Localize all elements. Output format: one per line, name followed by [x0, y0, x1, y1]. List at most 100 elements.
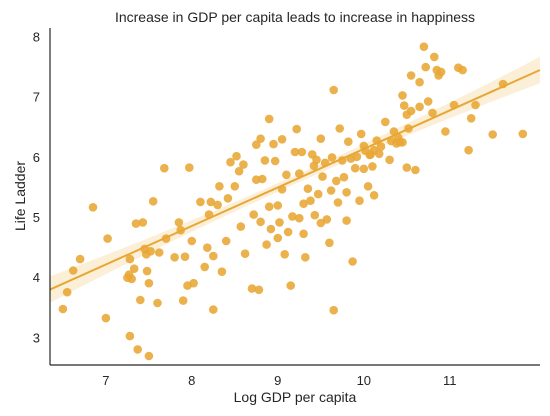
data-point	[518, 129, 528, 139]
data-point	[369, 191, 379, 200]
data-point	[247, 284, 257, 293]
data-point	[402, 163, 412, 172]
data-point	[339, 172, 349, 182]
data-point	[144, 278, 154, 288]
data-point	[170, 252, 179, 262]
x-axis-label: Log GDP per capita	[234, 389, 357, 405]
data-point	[299, 229, 308, 239]
data-point	[204, 210, 214, 219]
data-point	[306, 196, 315, 205]
x-tick-label: 9	[274, 373, 281, 388]
data-point	[464, 145, 473, 155]
regression-line	[49, 69, 541, 291]
data-point	[189, 278, 198, 288]
data-point	[415, 102, 424, 112]
data-point	[144, 351, 154, 361]
data-point	[376, 142, 386, 151]
data-point	[223, 194, 233, 203]
data-point	[352, 152, 362, 162]
x-tick-label: 11	[443, 373, 457, 388]
data-point	[256, 134, 265, 143]
data-point	[325, 238, 334, 248]
data-point	[249, 210, 258, 219]
data-point	[101, 313, 111, 323]
data-point	[258, 174, 267, 184]
data-point	[449, 100, 459, 110]
data-point	[136, 295, 145, 305]
data-point	[174, 218, 184, 227]
data-point	[185, 163, 194, 172]
data-point	[399, 101, 409, 110]
x-tick-label: 7	[102, 373, 109, 388]
data-point	[363, 182, 373, 191]
data-point	[441, 127, 450, 136]
data-point	[436, 67, 446, 77]
data-point	[372, 136, 382, 145]
data-point	[206, 197, 216, 207]
data-point	[338, 156, 347, 165]
data-point	[415, 77, 424, 87]
data-point	[282, 170, 291, 180]
data-point	[329, 305, 339, 315]
data-point	[236, 222, 246, 231]
data-point	[303, 184, 313, 193]
data-point	[264, 202, 274, 211]
data-point	[398, 138, 407, 147]
data-point	[322, 215, 332, 224]
data-point	[458, 65, 467, 75]
data-point	[129, 264, 139, 274]
data-point	[283, 227, 293, 237]
data-point	[404, 124, 413, 133]
data-point	[88, 203, 98, 212]
data-point	[344, 137, 353, 146]
data-point	[269, 139, 278, 149]
data-point	[301, 252, 310, 262]
data-point	[421, 62, 431, 72]
data-point	[292, 124, 302, 134]
data-point	[471, 100, 480, 110]
data-point	[332, 176, 341, 186]
data-point	[240, 249, 250, 258]
data-point	[262, 240, 271, 249]
data-point	[335, 124, 345, 133]
data-point	[419, 42, 429, 51]
data-point	[217, 267, 227, 277]
data-point	[209, 305, 218, 314]
data-point	[320, 158, 330, 168]
data-point	[310, 210, 320, 220]
data-point	[326, 186, 336, 195]
data-point	[273, 233, 283, 243]
data-point	[176, 225, 185, 235]
data-point	[146, 247, 155, 256]
data-point	[398, 91, 407, 100]
y-tick-label: 6	[33, 150, 40, 165]
data-points	[58, 42, 528, 361]
data-point	[187, 236, 197, 246]
y-tick-label: 3	[33, 330, 40, 345]
data-point	[234, 166, 244, 176]
data-point	[286, 281, 296, 290]
data-point	[350, 163, 360, 173]
data-point	[264, 114, 274, 124]
data-point	[385, 155, 394, 165]
data-point	[288, 212, 297, 221]
data-point	[213, 200, 222, 210]
data-point	[312, 155, 321, 165]
data-point	[103, 234, 112, 243]
data-point	[161, 234, 171, 243]
data-point	[256, 217, 265, 227]
data-point	[58, 304, 68, 314]
data-point	[359, 164, 369, 174]
data-point	[428, 108, 437, 118]
data-point	[368, 162, 377, 171]
data-point	[355, 196, 364, 205]
data-point	[374, 149, 384, 159]
data-point	[356, 129, 366, 139]
data-point	[348, 257, 357, 266]
data-point	[295, 213, 304, 223]
data-point	[148, 197, 158, 206]
data-point	[313, 189, 323, 199]
data-point	[270, 156, 280, 166]
data-point	[299, 199, 308, 208]
